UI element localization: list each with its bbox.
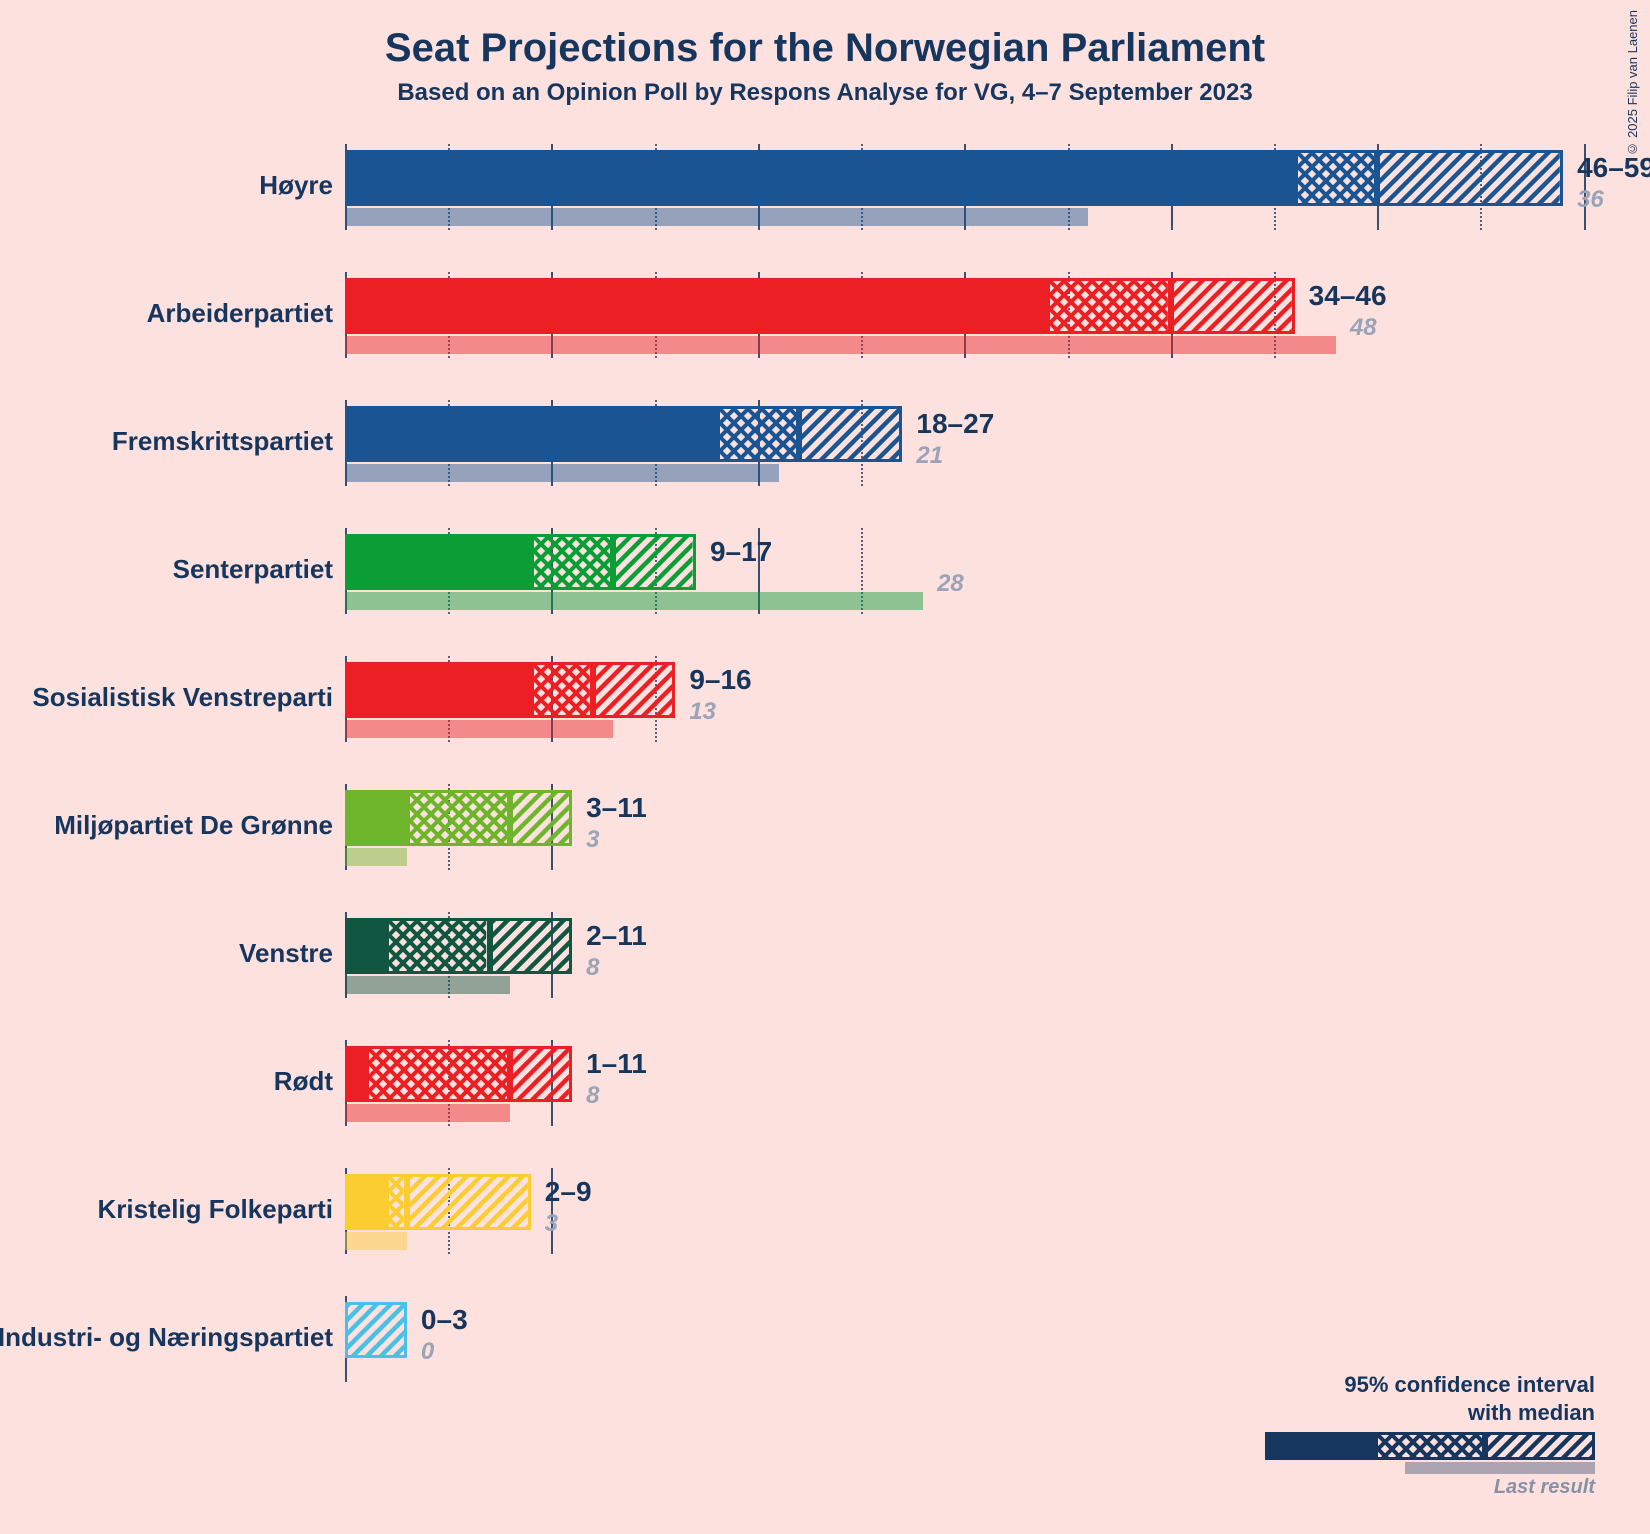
party-row: Sosialistisk Venstreparti 9–1613 (0, 652, 1650, 780)
bar-segment-low (345, 662, 531, 718)
bar-segment-low (345, 150, 1295, 206)
party-row: Arbeiderpartiet 34–4648 (0, 268, 1650, 396)
bar-last-result (345, 976, 510, 994)
value-last: 48 (1350, 314, 1377, 342)
legend-title: 95% confidence interval with median (1255, 1371, 1595, 1426)
bar-segment-high (510, 1046, 572, 1102)
party-label: Kristelig Folkeparti (98, 1194, 334, 1225)
party-label: Sosialistisk Venstreparti (32, 682, 333, 713)
bar-last-result (345, 848, 407, 866)
bar-last-result (345, 592, 923, 610)
party-label: Venstre (239, 938, 333, 969)
bar-segment-high (1171, 278, 1295, 334)
party-label: Fremskrittspartiet (112, 426, 333, 457)
bar-segment-median (531, 662, 593, 718)
party-label: Industri- og Næringspartiet (0, 1322, 333, 1353)
bar-last-result (345, 464, 779, 482)
value-range: 1–11 (586, 1048, 647, 1080)
legend-title-line1: 95% confidence interval (1344, 1372, 1595, 1397)
value-range: 2–11 (586, 920, 647, 952)
bar-segment-median (407, 790, 510, 846)
value-range: 2–9 (545, 1176, 592, 1208)
bar-area: 3–113 (345, 780, 1630, 908)
value-range: 9–17 (710, 536, 772, 568)
value-last: 28 (937, 570, 964, 598)
bar-area: 9–17 28 (345, 524, 1630, 652)
bar-area: 1–118 (345, 1036, 1630, 1164)
bar-segment-median (1047, 278, 1171, 334)
bar-segment-low (345, 1046, 366, 1102)
party-label: Senterpartiet (173, 554, 333, 585)
legend: 95% confidence interval with median Last… (1255, 1371, 1595, 1499)
bar-segment-high (490, 918, 573, 974)
bar-segment-low (345, 278, 1047, 334)
bar-segment-low (345, 534, 531, 590)
bar-area: 34–4648 (345, 268, 1630, 396)
bar-area: 2–93 (345, 1164, 1630, 1292)
value-last: 36 (1577, 186, 1604, 214)
legend-last-label: Last result (1255, 1476, 1595, 1499)
legend-title-line2: with median (1468, 1400, 1595, 1425)
bar-area: 46–5936 (345, 140, 1630, 268)
legend-swatch (1255, 1432, 1595, 1460)
party-label: Høyre (259, 170, 333, 201)
bar-segment-high (593, 662, 676, 718)
bar-segment-high (345, 1302, 407, 1358)
value-last: 21 (916, 442, 943, 470)
value-range: 3–11 (586, 792, 647, 824)
party-row: Fremskrittspartiet 18–2721 (0, 396, 1650, 524)
party-row: Senterpartiet 9–17 28 (0, 524, 1650, 652)
party-label: Arbeiderpartiet (147, 298, 333, 329)
party-row: Høyre 46–5936 (0, 140, 1650, 268)
value-range: 18–27 (916, 408, 994, 440)
bar-segment-median (717, 406, 800, 462)
value-range: 9–16 (689, 664, 751, 696)
bar-segment-high (510, 790, 572, 846)
bar-segment-low (345, 406, 717, 462)
party-label: Rødt (274, 1066, 333, 1097)
legend-swatch-solid (1265, 1432, 1375, 1460)
legend-swatch-diag (1485, 1432, 1595, 1460)
bar-segment-high (799, 406, 902, 462)
bar-segment-median (531, 534, 614, 590)
party-label: Miljøpartiet De Grønne (54, 810, 333, 841)
legend-swatch-cross (1375, 1432, 1485, 1460)
value-last: 8 (586, 954, 599, 982)
value-last: 3 (545, 1210, 558, 1238)
bar-area: 9–1613 (345, 652, 1630, 780)
bar-last-result (345, 1232, 407, 1250)
bar-segment-median (1295, 150, 1378, 206)
chart-subtitle: Based on an Opinion Poll by Respons Anal… (0, 71, 1650, 107)
value-range: 46–59 (1577, 152, 1650, 184)
bar-segment-high (1377, 150, 1563, 206)
bar-segment-median (386, 1174, 407, 1230)
bar-segment-low (345, 1174, 386, 1230)
bar-last-result (345, 208, 1088, 226)
bar-segment-high (407, 1174, 531, 1230)
bar-segment-low (345, 918, 386, 974)
bar-last-result (345, 720, 613, 738)
bar-segment-high (613, 534, 696, 590)
value-last: 13 (689, 698, 716, 726)
value-last: 0 (421, 1338, 434, 1366)
bar-segment-median (386, 918, 489, 974)
value-last: 8 (586, 1082, 599, 1110)
party-row: Kristelig Folkeparti 2–93 (0, 1164, 1650, 1292)
legend-swatch-last (1405, 1462, 1595, 1474)
value-range: 0–3 (421, 1304, 468, 1336)
value-range: 34–46 (1309, 280, 1387, 312)
party-row: Rødt 1–118 (0, 1036, 1650, 1164)
bar-last-result (345, 336, 1336, 354)
bar-segment-low (345, 790, 407, 846)
bar-area: 2–118 (345, 908, 1630, 1036)
party-row: Venstre 2–118 (0, 908, 1650, 1036)
chart-area: Høyre 46–5936Arbeiderpartiet 34–4648Frem… (0, 130, 1650, 1514)
chart-title: Seat Projections for the Norwegian Parli… (0, 0, 1650, 71)
party-row: Miljøpartiet De Grønne 3–113 (0, 780, 1650, 908)
bar-segment-median (366, 1046, 511, 1102)
bar-last-result (345, 1104, 510, 1122)
value-last: 3 (586, 826, 599, 854)
bar-area: 18–2721 (345, 396, 1630, 524)
